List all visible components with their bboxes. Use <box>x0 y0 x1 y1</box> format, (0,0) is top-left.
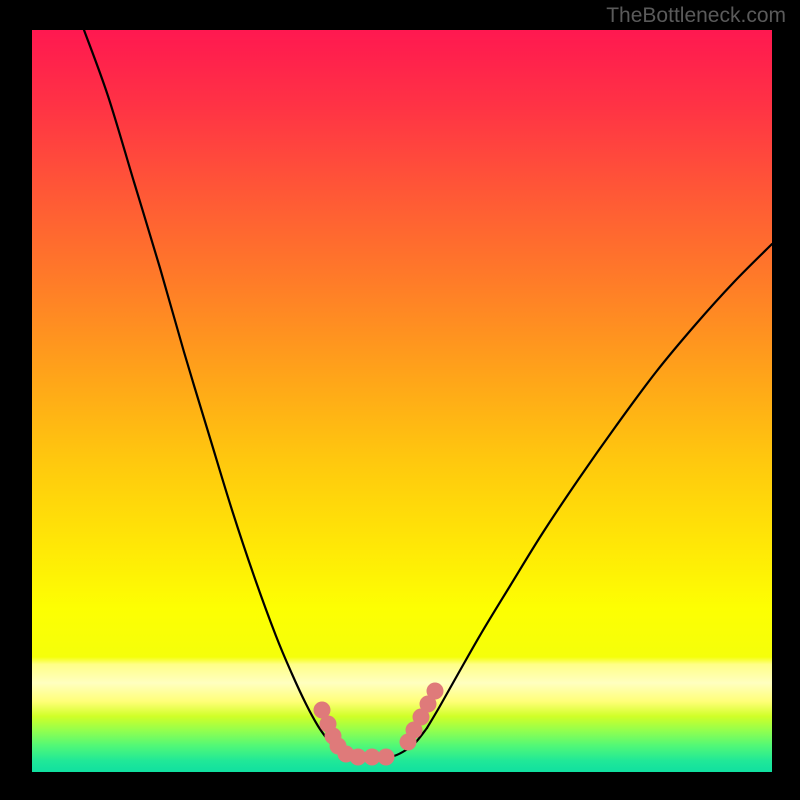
chart-svg <box>32 30 772 772</box>
watermark-text: TheBottleneck.com <box>606 4 786 28</box>
highlight-marker <box>427 683 444 700</box>
highlight-marker <box>378 749 395 766</box>
chart-plot-area <box>32 30 772 772</box>
chart-background-gradient <box>32 30 772 772</box>
